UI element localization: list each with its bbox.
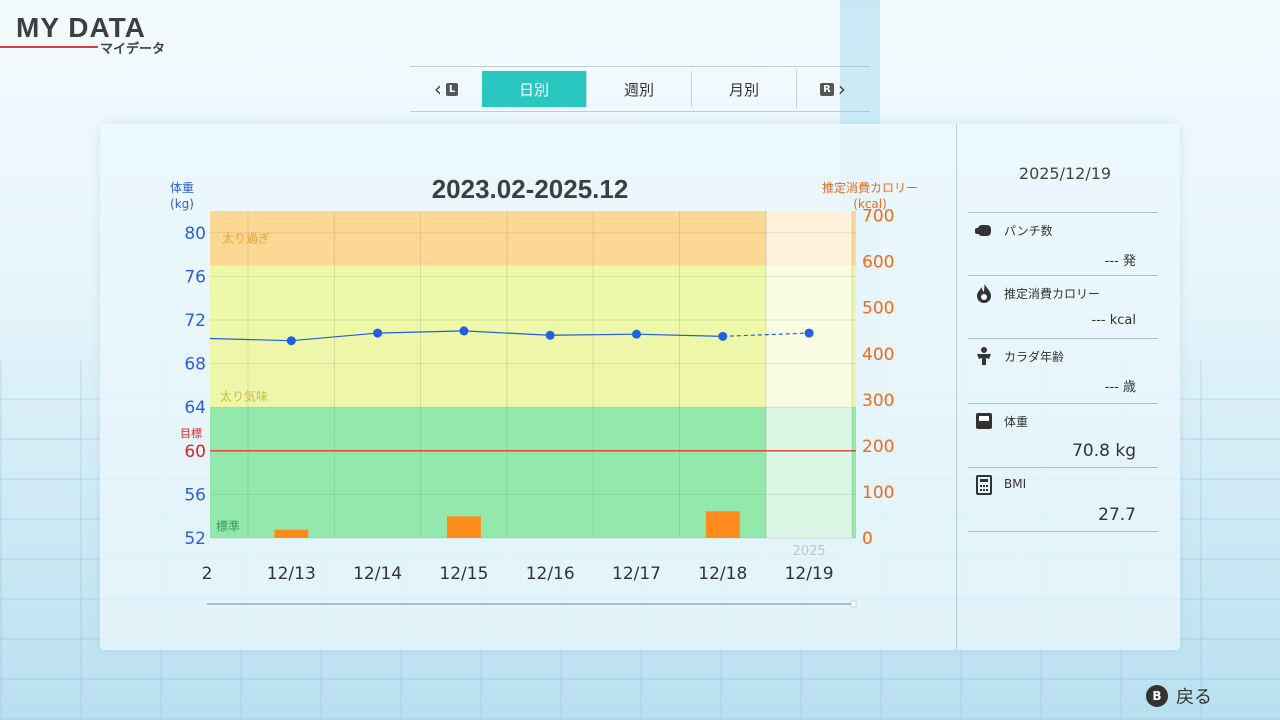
stat-label: BMI <box>1004 477 1027 491</box>
stat-label: カラダ年齢 <box>1004 350 1065 364</box>
page-subtitle: マイデータ <box>100 42 166 57</box>
selected-date: 2025/12/19 <box>1018 164 1112 183</box>
right-axis-unit: (kcal) <box>853 197 887 211</box>
stat-divider <box>968 338 1158 339</box>
left-axis-unit: (kg) <box>170 197 194 211</box>
stat-label: 体重 <box>1004 415 1029 429</box>
stat-label: 推定消費カロリー <box>1004 287 1101 301</box>
boxing-glove-icon <box>975 225 991 236</box>
stat-value: --- kcal <box>1091 313 1136 328</box>
stat-divider <box>968 275 1158 276</box>
stat-value: --- 発 <box>1104 254 1136 269</box>
stat-divider <box>968 403 1158 404</box>
page-title: MY DATA <box>16 12 146 43</box>
stat-value: 70.8 kg <box>1072 441 1136 461</box>
chevron-left-icon: ‹ <box>433 77 442 101</box>
scale-icon <box>976 413 992 429</box>
stat-divider <box>968 467 1158 468</box>
b-button-icon: B <box>1146 685 1168 707</box>
stat-divider <box>968 212 1158 213</box>
tab-monthly[interactable]: 月別 <box>691 71 796 107</box>
title-underline <box>0 46 98 48</box>
muscle-icon <box>977 347 991 365</box>
stat-value: 27.7 <box>1098 505 1136 525</box>
stat-label: パンチ数 <box>1004 224 1053 238</box>
calculator-icon <box>976 475 992 495</box>
chart-range-title: 2023.02-2025.12 <box>431 174 629 204</box>
right-axis-title-text: 推定消費カロリー <box>822 181 919 195</box>
r-button-badge: R <box>820 82 834 96</box>
left-axis-title: 体重 (kg) <box>170 180 194 212</box>
stat-divider <box>968 531 1158 532</box>
panel-divider <box>956 124 957 650</box>
goal-label: 目標 <box>180 427 202 440</box>
back-button[interactable]: B 戻る <box>1146 683 1212 709</box>
left-axis-title-text: 体重 <box>170 181 195 195</box>
tab-daily[interactable]: 日別 <box>482 71 586 107</box>
stat-value: --- 歳 <box>1104 380 1136 395</box>
right-axis-title: 推定消費カロリー (kcal) <box>822 180 918 212</box>
flame-icon <box>977 284 991 303</box>
tab-prev-button[interactable]: ‹ L <box>410 69 482 109</box>
chevron-right-icon: › <box>837 77 846 101</box>
l-button-badge: L <box>445 82 459 96</box>
back-label: 戻る <box>1176 687 1212 708</box>
period-tabs: ‹ L 日別 週別 月別 R › <box>410 66 870 112</box>
tab-weekly[interactable]: 週別 <box>586 71 691 107</box>
tab-next-button[interactable]: R › <box>796 69 869 109</box>
